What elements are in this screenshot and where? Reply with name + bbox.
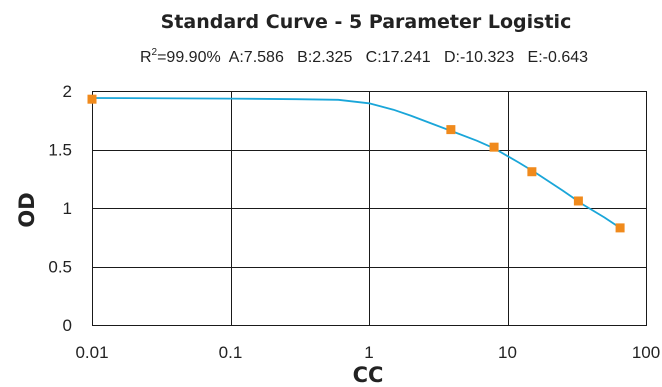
y-axis-label: OD	[15, 192, 39, 227]
r2-value: =99.90%	[157, 49, 221, 66]
y-tick-label: 2	[63, 82, 72, 101]
x-tick-label: 1	[364, 343, 373, 362]
r2-label: R	[140, 49, 152, 66]
x-tick-label: 100	[632, 343, 660, 362]
tick-labels: 0.01 0.1 1 10 100 0 0.5 1 1.5 2	[48, 82, 660, 362]
data-point	[573, 196, 583, 206]
y-tick-label: 1.5	[48, 141, 72, 160]
y-tick-label: 0.5	[48, 258, 72, 277]
data-point	[615, 223, 625, 233]
r2-superscript: 2	[152, 47, 158, 58]
data-point	[527, 167, 537, 177]
x-tick-label: 0.1	[219, 343, 243, 362]
fit-parameters: A:7.586 B:2.325 C:17.241 D:-10.323 E:-0.…	[229, 49, 588, 66]
chart-subtitle: R2=99.90% A:7.586 B:2.325 C:17.241 D:-10.…	[140, 47, 588, 66]
plot-area-frame	[92, 91, 647, 326]
chart-title: Standard Curve - 5 Parameter Logistic	[161, 11, 572, 33]
data-points	[87, 94, 625, 233]
x-axis-label: CC	[353, 363, 384, 387]
data-point	[446, 125, 456, 135]
data-point	[87, 94, 97, 104]
data-point	[489, 142, 499, 152]
grid	[92, 91, 647, 326]
x-tick-label: 10	[498, 343, 517, 362]
x-tick-label: 0.01	[75, 343, 108, 362]
y-tick-label: 0	[63, 316, 72, 335]
y-tick-label: 1	[63, 199, 72, 218]
